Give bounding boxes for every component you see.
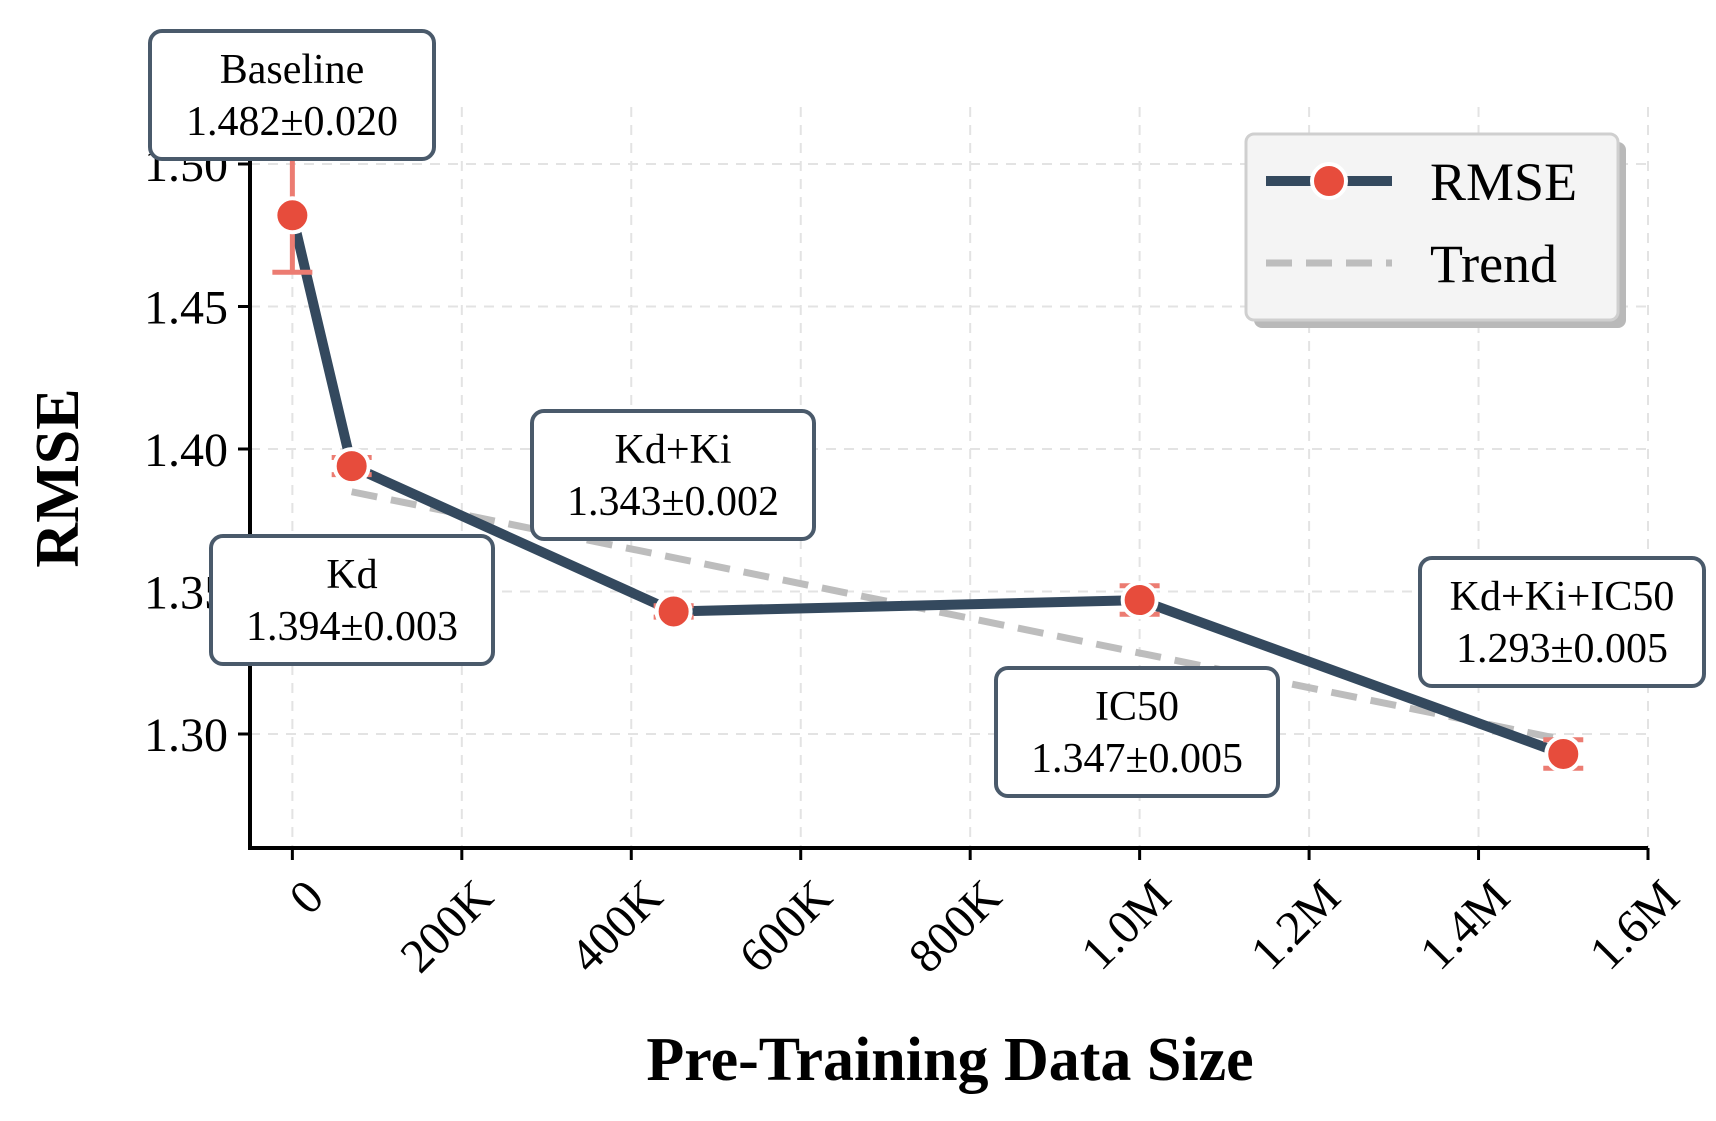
annotation-name: Baseline: [220, 47, 365, 93]
annotation-value: 1.343±0.002: [567, 479, 779, 525]
annotation-name: Kd+Ki+IC50: [1450, 574, 1675, 620]
data-point: [332, 447, 371, 486]
x-tick-label: 400K: [560, 870, 673, 983]
data-point: [1120, 581, 1159, 620]
series-layer: [272, 155, 1584, 773]
y-tick-label: 1.30: [144, 709, 228, 762]
annotation-box: Baseline 1.482±0.020: [148, 29, 436, 161]
annotation-name: Kd+Ki: [614, 427, 731, 473]
legend-trend-label: Trend: [1430, 234, 1557, 294]
legend: RMSE Trend: [1244, 132, 1626, 328]
annotation-box: IC50 1.347±0.005: [994, 666, 1280, 798]
annotation-frame: [530, 409, 816, 541]
y-axis-label: RMSE: [24, 388, 92, 567]
annotations: Baseline 1.482±0.020 Kd 1.394±0.003 Kd+Ki 1.3…: [148, 29, 1706, 798]
annotation-frame: [994, 666, 1280, 798]
x-tick-label: 1.4M: [1410, 870, 1520, 980]
data-point: [273, 196, 312, 235]
annotation-value: 1.482±0.020: [186, 99, 398, 145]
legend-rmse-label: RMSE: [1430, 152, 1577, 212]
annotation-box: Kd 1.394±0.003: [209, 534, 495, 666]
x-tick-label: 200K: [390, 870, 503, 983]
x-tick-label: 1.0M: [1071, 870, 1181, 980]
annotation-name: IC50: [1095, 684, 1179, 730]
data-point: [654, 592, 693, 631]
data-point: [1544, 734, 1583, 773]
x-tick-label: 800K: [899, 870, 1012, 983]
x-tick-label: 1.6M: [1579, 870, 1689, 980]
y-tick-label: 1.40: [144, 424, 228, 477]
annotation-box: Kd+Ki 1.343±0.002: [530, 409, 816, 541]
y-tick-label: 1.45: [144, 282, 228, 335]
annotation-frame: [148, 29, 436, 161]
x-tick-label: 0: [279, 870, 333, 924]
annotation-box: Kd+Ki+IC50 1.293±0.005: [1418, 556, 1706, 688]
x-tick-label: 1.2M: [1241, 870, 1351, 980]
x-tick-label: 600K: [729, 870, 842, 983]
annotation-frame: [1418, 556, 1706, 688]
annotation-value: 1.347±0.005: [1031, 736, 1243, 782]
annotation-name: Kd: [326, 552, 377, 598]
annotation-frame: [209, 534, 495, 666]
annotation-value: 1.293±0.005: [1456, 626, 1668, 672]
legend-rmse-marker: [1310, 162, 1348, 200]
x-axis-label: Pre-Training Data Size: [646, 1026, 1253, 1094]
annotation-value: 1.394±0.003: [246, 604, 458, 650]
